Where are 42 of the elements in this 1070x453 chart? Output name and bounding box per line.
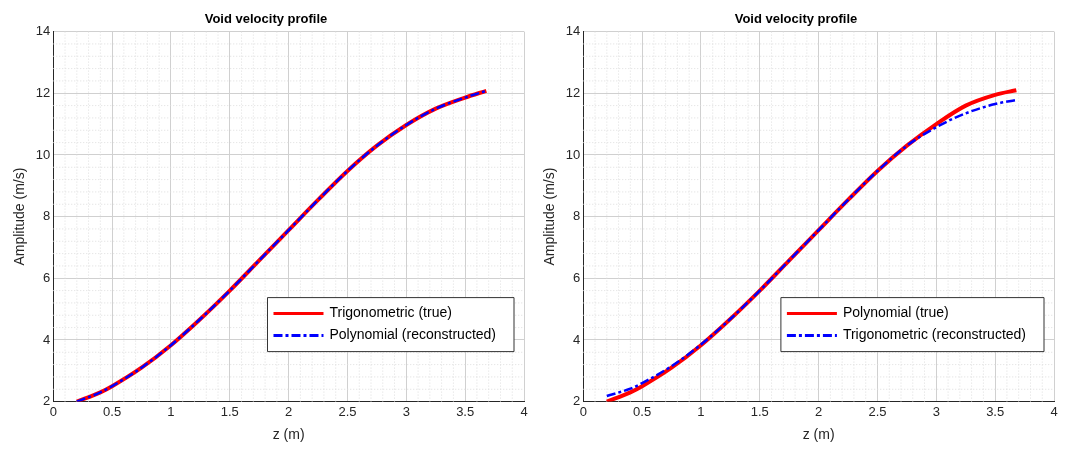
x-tick-label: 0 bbox=[49, 403, 57, 419]
x-tick-label: 2 bbox=[815, 403, 823, 419]
y-tick-label: 6 bbox=[43, 269, 51, 285]
x-tick-label: 4 bbox=[1050, 403, 1058, 419]
y-tick-label: 14 bbox=[35, 23, 51, 39]
y-tick-label: 14 bbox=[565, 23, 581, 39]
x-tick-label: 2 bbox=[285, 403, 293, 419]
y-tick-label: 12 bbox=[565, 84, 581, 100]
y-tick-label: 10 bbox=[565, 146, 581, 162]
legend-label: Trigonometric (true) bbox=[329, 304, 452, 321]
x-tick-label: 2.5 bbox=[338, 403, 357, 419]
y-tick-label: 12 bbox=[35, 84, 51, 100]
x-tick-label: 0.5 bbox=[633, 403, 652, 419]
chart-title: Void velocity profile bbox=[204, 11, 328, 27]
chart-title: Void velocity profile bbox=[734, 11, 858, 27]
legend-label: Polynomial (true) bbox=[842, 304, 949, 321]
x-axis-title: z (m) bbox=[802, 426, 835, 443]
x-tick-label: 3.5 bbox=[986, 403, 1005, 419]
y-tick-label: 2 bbox=[43, 393, 51, 409]
legend-label: Polynomial (reconstructed) bbox=[329, 326, 497, 343]
x-tick-label: 1 bbox=[167, 403, 175, 419]
x-tick-label: 0.5 bbox=[103, 403, 122, 419]
x-tick-label: 3 bbox=[932, 403, 940, 419]
y-tick-label: 8 bbox=[43, 208, 51, 224]
x-tick-label: 2.5 bbox=[868, 403, 887, 419]
x-tick-label: 1.5 bbox=[750, 403, 769, 419]
x-tick-label: 3.5 bbox=[456, 403, 475, 419]
y-tick-label: 4 bbox=[43, 331, 51, 347]
x-tick-label: 0 bbox=[579, 403, 587, 419]
x-axis-title: z (m) bbox=[272, 426, 305, 443]
legend-label: Trigonometric (reconstructed) bbox=[842, 326, 1026, 343]
y-tick-label: 2 bbox=[573, 393, 581, 409]
x-tick-label: 1.5 bbox=[220, 403, 239, 419]
y-axis-title: Amplitude (m/s) bbox=[11, 167, 28, 266]
x-tick-label: 1 bbox=[697, 403, 705, 419]
y-tick-label: 10 bbox=[35, 146, 51, 162]
y-tick-label: 6 bbox=[573, 269, 581, 285]
x-tick-label: 4 bbox=[520, 403, 528, 419]
y-tick-label: 8 bbox=[573, 208, 581, 224]
y-axis-title: Amplitude (m/s) bbox=[541, 167, 558, 266]
y-tick-label: 4 bbox=[573, 331, 581, 347]
x-tick-label: 3 bbox=[402, 403, 410, 419]
